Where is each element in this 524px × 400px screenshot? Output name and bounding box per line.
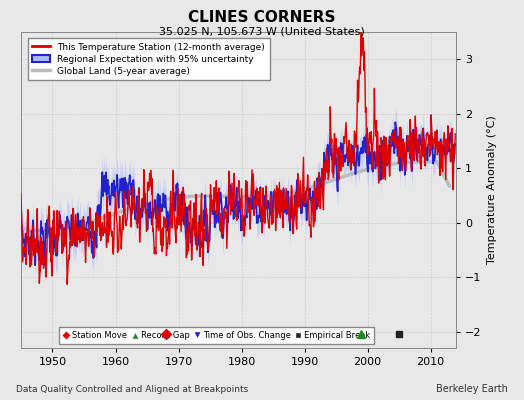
Y-axis label: Temperature Anomaly (°C): Temperature Anomaly (°C): [487, 116, 497, 264]
Text: Berkeley Earth: Berkeley Earth: [436, 384, 508, 394]
Legend: Station Move, Record Gap, Time of Obs. Change, Empirical Break: Station Move, Record Gap, Time of Obs. C…: [59, 326, 375, 344]
Text: 35.025 N, 105.673 W (United States): 35.025 N, 105.673 W (United States): [159, 26, 365, 36]
Text: Data Quality Controlled and Aligned at Breakpoints: Data Quality Controlled and Aligned at B…: [16, 385, 248, 394]
Text: CLINES CORNERS: CLINES CORNERS: [188, 10, 336, 25]
